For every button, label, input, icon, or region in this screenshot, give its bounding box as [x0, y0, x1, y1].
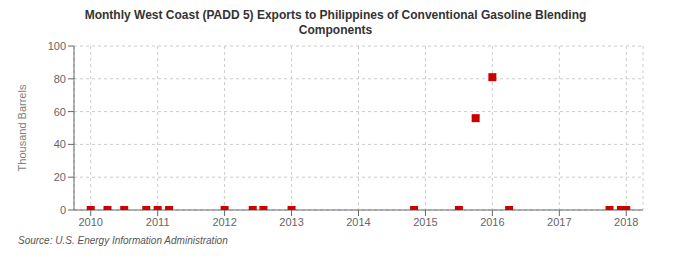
- svg-text:2013: 2013: [279, 216, 303, 228]
- svg-text:2016: 2016: [480, 216, 504, 228]
- svg-text:2012: 2012: [212, 216, 236, 228]
- svg-text:2011: 2011: [146, 216, 170, 228]
- svg-text:100: 100: [48, 40, 66, 52]
- html-text:Source: U.S. Energy Informatio: Source: U.S. Energy Information Administ…: [18, 235, 228, 246]
- svg-text:2018: 2018: [614, 216, 638, 228]
- svg-text:2017: 2017: [547, 216, 571, 228]
- svg-text:2014: 2014: [346, 216, 370, 228]
- svg-text:40: 40: [54, 138, 66, 150]
- svg-text:0: 0: [60, 204, 66, 216]
- html-text:Monthly West Coast (PADD 5) Ex: Monthly West Coast (PADD 5) Exports to P…: [84, 8, 587, 37]
- svg-text:2010: 2010: [78, 216, 102, 228]
- svg-text:2015: 2015: [413, 216, 437, 228]
- svg-text:Thousand Barrels: Thousand Barrels: [16, 84, 28, 171]
- svg-text:20: 20: [54, 171, 66, 183]
- svg-text:80: 80: [54, 73, 66, 85]
- svg-text:60: 60: [54, 106, 66, 118]
